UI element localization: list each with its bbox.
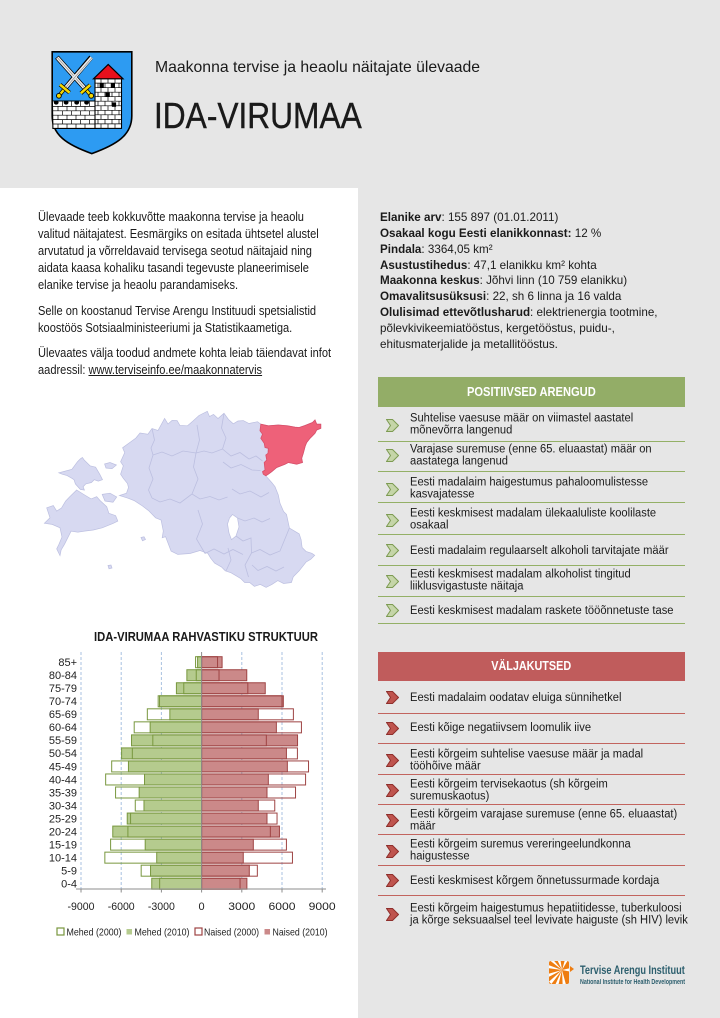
svg-text:55-59: 55-59: [49, 735, 77, 747]
svg-text:30-34: 30-34: [49, 800, 77, 812]
svg-text:Mehed (2010): Mehed (2010): [135, 926, 190, 938]
svg-text:Naised (2010): Naised (2010): [273, 926, 328, 938]
svg-text:5-9: 5-9: [61, 866, 77, 878]
svg-text:0: 0: [199, 901, 205, 913]
svg-text:50-54: 50-54: [49, 748, 77, 760]
svg-text:75-79: 75-79: [49, 683, 77, 695]
svg-text:70-74: 70-74: [49, 696, 77, 708]
svg-text:9000: 9000: [309, 901, 336, 913]
svg-text:35-39: 35-39: [49, 787, 77, 799]
svg-text:-6000: -6000: [108, 901, 135, 913]
svg-text:40-44: 40-44: [49, 774, 77, 786]
svg-text:25-29: 25-29: [49, 813, 77, 825]
svg-text:80-84: 80-84: [49, 670, 77, 682]
svg-text:Naised (2000): Naised (2000): [204, 926, 259, 938]
svg-text:45-49: 45-49: [49, 761, 77, 773]
svg-text:-9000: -9000: [68, 901, 95, 913]
svg-text:85+: 85+: [58, 657, 77, 669]
svg-text:Mehed (2000): Mehed (2000): [67, 926, 122, 938]
svg-text:IDA-VIRUMAA RAHVASTIKU STRUKTU: IDA-VIRUMAA RAHVASTIKU STRUKTUUR: [94, 630, 318, 644]
svg-text:10-14: 10-14: [49, 853, 77, 865]
svg-text:20-24: 20-24: [49, 826, 77, 838]
svg-text:15-19: 15-19: [49, 839, 77, 851]
svg-text:3000: 3000: [228, 901, 255, 913]
svg-text:60-64: 60-64: [49, 722, 77, 734]
svg-text:6000: 6000: [269, 901, 296, 913]
svg-text:65-69: 65-69: [49, 709, 77, 721]
svg-text:0-4: 0-4: [61, 879, 77, 891]
svg-text:-3000: -3000: [148, 901, 175, 913]
